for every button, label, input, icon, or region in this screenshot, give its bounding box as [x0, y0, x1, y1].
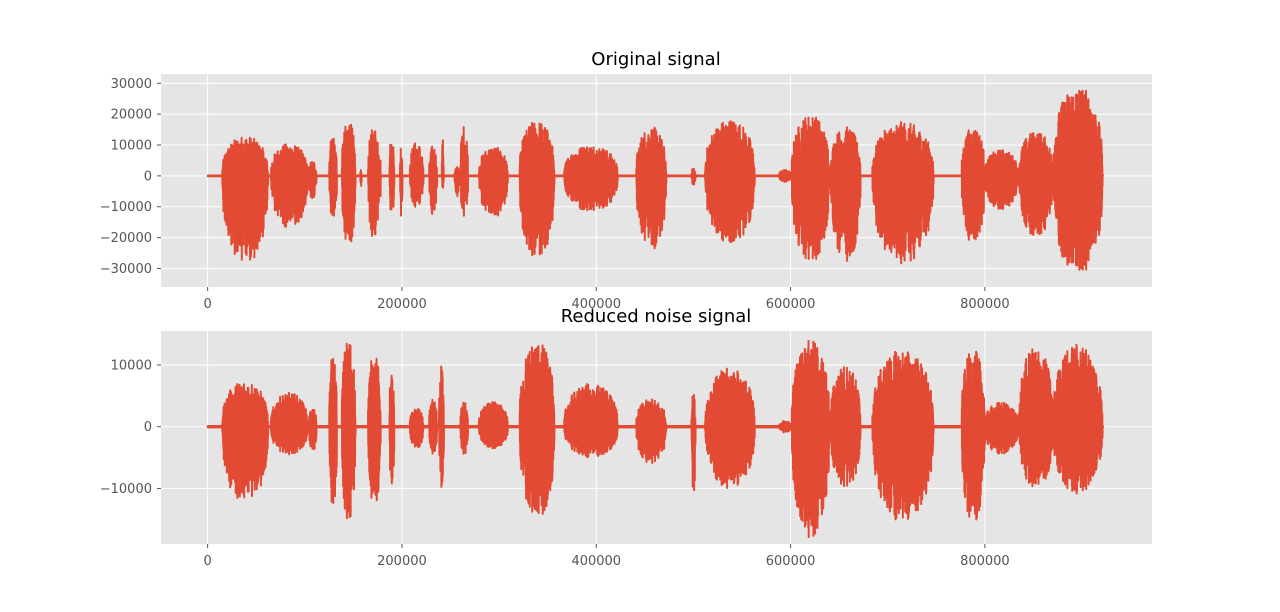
subplot-reduced-noise-signal: 0 200000 400000 600000 800000 −10000 0 10000 Re… — [100, 306, 1152, 569]
y-tick-label: 30000 — [111, 77, 152, 92]
y-tick-label: −30000 — [100, 262, 152, 277]
y-tick-label: 20000 — [111, 108, 152, 123]
y-tick-label: 0 — [144, 420, 152, 435]
x-tick-label: 0 — [203, 554, 211, 569]
series-reduced-noise-signal — [206, 339, 1105, 538]
x-tick-label: 400000 — [571, 297, 621, 312]
chart-title-reduced: Reduced noise signal — [561, 306, 752, 327]
x-tick-label: 600000 — [766, 297, 816, 312]
x-tick-label: 200000 — [377, 297, 427, 312]
y-tick-label: 10000 — [111, 139, 152, 154]
x-tick-label: 800000 — [960, 554, 1010, 569]
x-tick-label: 200000 — [377, 554, 427, 569]
y-tick-label: 10000 — [111, 358, 152, 373]
y-tick-label: −10000 — [100, 200, 152, 215]
y-tick-label: −10000 — [100, 482, 152, 497]
ticks-reduced: 0 200000 400000 600000 800000 −10000 0 10000 — [100, 358, 1010, 569]
chart-title-original: Original signal — [591, 49, 720, 70]
x-tick-label: 0 — [203, 297, 211, 312]
subplot-original-signal: 0 200000 400000 600000 800000−30000−20000−10… — [100, 49, 1152, 312]
x-tick-label: 600000 — [766, 554, 816, 569]
x-tick-label: 800000 — [960, 297, 1010, 312]
series-original-signal — [206, 89, 1105, 271]
y-tick-label: 0 — [144, 169, 152, 184]
y-tick-label: −20000 — [100, 231, 152, 246]
x-tick-label: 400000 — [571, 554, 621, 569]
ticks-original: 0 200000 400000 600000 800000−30000−20000−10… — [100, 77, 1010, 312]
